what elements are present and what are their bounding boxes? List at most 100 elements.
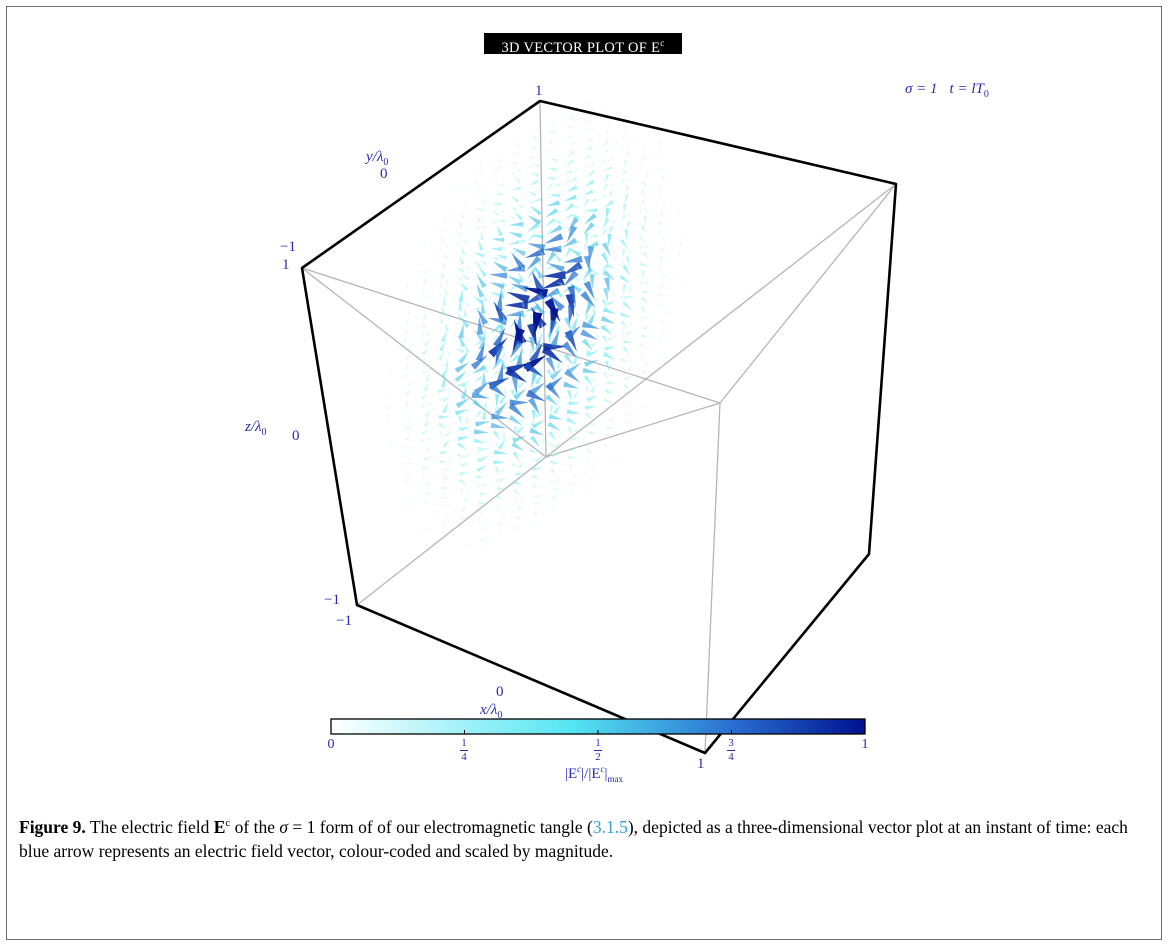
field-arrow (509, 170, 516, 176)
field-arrow (545, 177, 556, 181)
field-arrow (492, 430, 501, 441)
field-arrow (531, 372, 538, 388)
field-arrow (549, 368, 563, 380)
field-arrow (602, 139, 610, 146)
field-arrow (564, 317, 572, 332)
field-arrow (569, 282, 582, 294)
field-arrow (510, 162, 518, 165)
z-tick-mid: 0 (292, 428, 300, 444)
field-arrow (538, 365, 543, 374)
field-arrow (496, 487, 507, 491)
field-arrow (424, 492, 432, 495)
field-arrow (441, 486, 450, 490)
field-arrow (494, 402, 508, 416)
field-arrow (622, 301, 632, 311)
field-arrow (492, 357, 503, 371)
field-arrow (622, 346, 630, 356)
field-arrow (552, 403, 561, 415)
field-arrow (623, 151, 631, 157)
field-arrow (514, 498, 517, 506)
field-arrow (476, 457, 479, 464)
field-arrow (620, 320, 628, 330)
plot-title: 3D VECTOR PLOT OF Ec (484, 33, 682, 56)
field-arrow (526, 244, 533, 249)
field-arrow (537, 257, 543, 267)
field-arrow (406, 462, 414, 466)
field-arrow (427, 364, 431, 372)
field-arrow (513, 388, 527, 401)
field-arrow (453, 322, 461, 325)
field-arrow (645, 172, 649, 179)
field-arrow (640, 189, 645, 198)
field-arrow (582, 189, 594, 197)
field-arrow (640, 280, 643, 288)
field-arrow (563, 214, 572, 220)
field-arrow (644, 279, 651, 286)
field-arrow (442, 530, 447, 536)
field-arrow (490, 237, 505, 243)
field-arrow (591, 377, 599, 382)
field-arrow (564, 247, 573, 259)
field-arrow (573, 427, 581, 433)
field-arrow (425, 373, 430, 382)
field-arrow (426, 293, 432, 300)
field-arrow (532, 467, 543, 471)
field-arrow (518, 461, 525, 469)
field-arrow (513, 472, 515, 479)
field-arrow (659, 140, 663, 147)
field-arrow (488, 282, 505, 290)
field-arrow (623, 203, 627, 214)
field-arrow (642, 371, 650, 375)
field-arrow (602, 371, 610, 379)
field-arrow (422, 466, 431, 470)
equation-reference-link[interactable]: 3.1.5 (592, 816, 628, 837)
y-tick-mid: 0 (380, 166, 388, 182)
field-arrow (522, 371, 527, 378)
field-arrow (520, 452, 526, 459)
field-arrow (490, 422, 507, 429)
y-tick-bottom: −1 (280, 239, 296, 255)
field-arrow (479, 224, 487, 229)
field-arrow (422, 311, 428, 320)
field-arrow (517, 308, 527, 319)
field-arrow (601, 149, 608, 155)
field-arrow (504, 305, 508, 312)
field-arrow (473, 429, 489, 435)
field-arrow (407, 379, 413, 386)
field-arrow (480, 537, 487, 540)
field-arrow (420, 439, 428, 442)
field-arrow (443, 295, 447, 306)
field-arrow (448, 385, 452, 393)
field-arrow (620, 169, 628, 177)
field-arrow (510, 186, 521, 191)
field-arrow (426, 401, 433, 407)
field-arrow (546, 251, 557, 266)
field-arrow (553, 488, 561, 491)
field-arrow (438, 396, 445, 403)
field-arrow (438, 415, 451, 419)
field-arrow (657, 185, 663, 192)
field-arrow (481, 258, 488, 266)
field-arrow (475, 215, 482, 223)
field-arrow (403, 372, 407, 379)
field-arrow (532, 483, 537, 491)
field-arrow (546, 183, 553, 191)
field-arrow (422, 276, 426, 284)
field-arrow (495, 344, 504, 366)
field-arrow (581, 321, 600, 329)
field-arrow (641, 378, 648, 384)
field-arrow (533, 510, 540, 516)
field-arrow (544, 310, 552, 315)
field-arrow (517, 507, 525, 511)
field-arrow (403, 445, 411, 448)
field-arrow (589, 269, 599, 276)
field-arrow (601, 228, 608, 237)
field-arrow (493, 301, 508, 322)
field-arrow (603, 345, 606, 353)
field-arrow (460, 239, 468, 244)
field-arrow (612, 289, 615, 297)
field-arrow (541, 345, 563, 364)
field-arrow (490, 220, 498, 224)
field-arrow (473, 252, 485, 258)
field-arrow (423, 241, 427, 248)
